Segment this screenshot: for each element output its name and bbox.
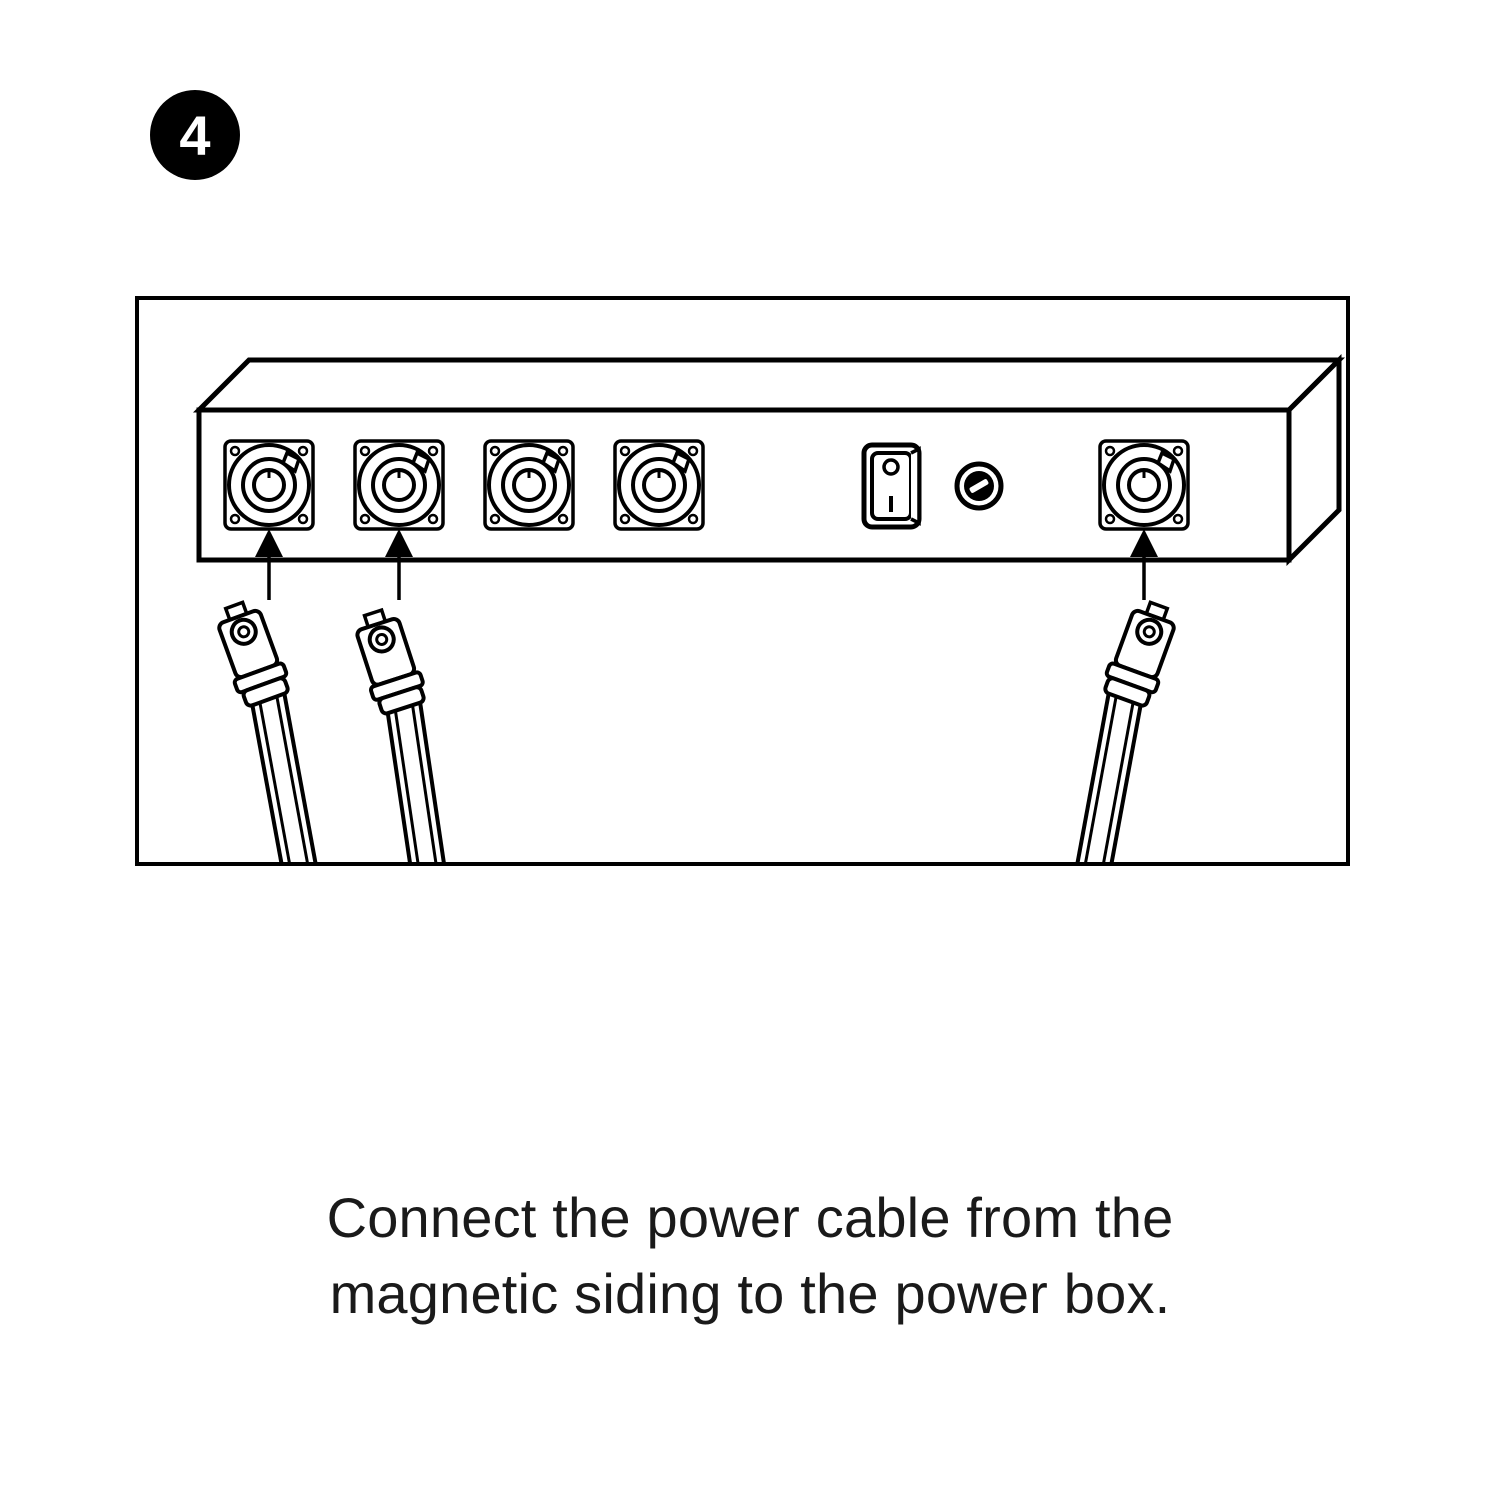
port-5 [1100, 441, 1188, 529]
caption-line-2: magnetic siding to the power box. [330, 1262, 1171, 1325]
step-number: 4 [179, 103, 210, 168]
power-switch-icon [864, 445, 919, 527]
port-4 [615, 441, 703, 529]
fuse-holder-icon [957, 464, 1001, 508]
step-number-badge: 4 [150, 90, 240, 180]
port-1 [225, 441, 313, 529]
caption-line-1: Connect the power cable from the [327, 1186, 1174, 1249]
instruction-caption: Connect the power cable from the magneti… [0, 1180, 1500, 1331]
port-2 [355, 441, 443, 529]
instruction-step: 4 [0, 0, 1500, 1500]
port-3 [485, 441, 573, 529]
diagram-frame [135, 296, 1350, 866]
cable-plug-3 [985, 597, 1229, 862]
power-box-diagram [139, 300, 1346, 862]
cable-plug-2 [303, 605, 533, 862]
